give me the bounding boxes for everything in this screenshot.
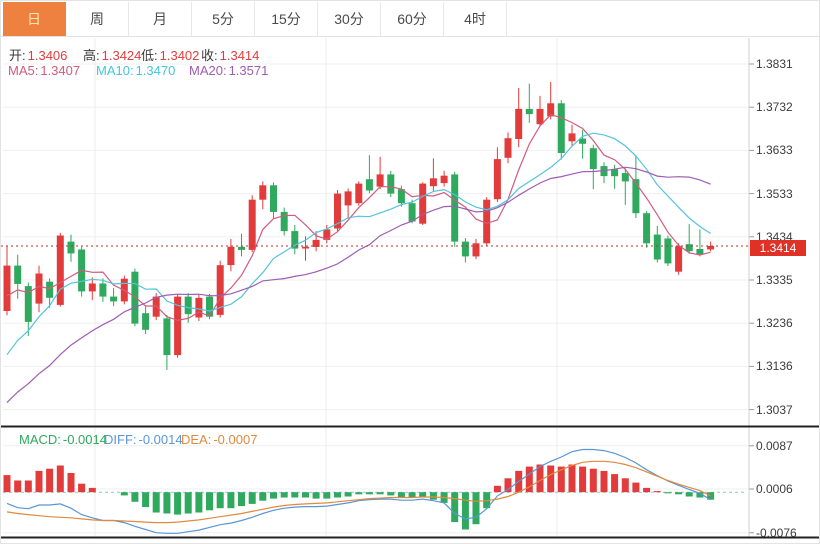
grid-layer	[3, 38, 749, 537]
legend-ohlc-open: 开: 1.3406	[9, 45, 67, 64]
price-axis-label: 1.3335	[756, 273, 793, 287]
macd-legend-macd-label: MACD:	[19, 432, 61, 447]
ma5-line	[6, 114, 711, 321]
legend-ohlc-low-value: 1.3402	[159, 48, 200, 63]
tab-日[interactable]: 日	[3, 2, 66, 36]
legend-ohlc-high-label: 高:	[83, 48, 100, 63]
legend-ma-ma20-value: 1.3571	[228, 63, 269, 78]
macd-axis-label: 0.0006	[756, 482, 793, 496]
legend-ohlc-low: 低: 1.3402	[141, 45, 199, 64]
macd-axis-label: 0.0087	[756, 438, 793, 453]
price-axis-label: 1.3633	[756, 143, 793, 158]
legend-ma-ma5: MA5: 1.3407	[8, 63, 80, 78]
macd-legend: MACD: -0.0014 DIFF: -0.0014 DEA: -0.0007	[19, 432, 419, 447]
macd-axis-label: -0.0076	[756, 525, 797, 540]
legend-ma-ma20-label: MA20:	[189, 63, 227, 78]
macd-legend-dea-label: DEA:	[181, 432, 212, 447]
ma-legend: MA5: 1.3407 MA10: 1.3470 MA20: 1.3571	[8, 63, 408, 78]
ma20-line	[6, 166, 711, 404]
macd-legend-macd: MACD: -0.0014	[19, 432, 107, 447]
tab-30分[interactable]: 30分	[318, 2, 381, 36]
legend-ma-ma10: MA10: 1.3470	[96, 63, 175, 78]
legend-ma-ma5-label: MA5:	[8, 63, 39, 78]
macd-legend-diff-value: -0.0014	[138, 432, 183, 447]
price-axis-label: 1.3236	[756, 316, 793, 331]
macd-legend-diff-label: DIFF:	[104, 432, 137, 447]
macd-legend-diff: DIFF: -0.0014	[104, 432, 183, 447]
diff-line	[6, 448, 711, 534]
legend-ohlc-high-value: 1.3424	[101, 48, 142, 63]
ma10-line	[6, 132, 711, 356]
legend-ohlc-close-value: 1.3414	[219, 48, 260, 63]
tab-周[interactable]: 周	[66, 2, 129, 36]
tab-5分[interactable]: 5分	[192, 2, 255, 36]
legend-ohlc-low-label: 低:	[141, 48, 158, 63]
macd-legend-macd-value: -0.0014	[62, 432, 107, 447]
legend-ohlc-close: 收: 1.3414	[201, 45, 259, 64]
price-axis-label: 1.3533	[756, 186, 793, 201]
dea-line	[6, 460, 711, 524]
price-axis-label: 1.3831	[756, 57, 793, 71]
macd-legend-dea: DEA: -0.0007	[181, 432, 257, 447]
tabbar-underline	[1, 36, 819, 37]
tab-60分[interactable]: 60分	[381, 2, 444, 36]
macd-legend-dea-value: -0.0007	[213, 432, 258, 447]
period-tabbar: 日周月 5分 15分 30分 60分 4时	[3, 2, 507, 36]
tab-月[interactable]: 月	[129, 2, 192, 36]
tab-15分[interactable]: 15分	[255, 2, 318, 36]
legend-ohlc-open-label: 开:	[9, 48, 26, 63]
current-price-badge: 1.3414	[750, 240, 806, 256]
legend-ma-ma5-value: 1.3407	[40, 63, 81, 78]
legend-ohlc-close-label: 收:	[201, 48, 218, 63]
legend-ma-ma10-value: 1.3470	[135, 63, 176, 78]
ohlc-legend: 开: 1.3406 高: 1.3424 低: 1.3402 收: 1.3414	[9, 45, 409, 63]
price-axis-label: 1.3037	[756, 402, 793, 417]
legend-ohlc-high: 高: 1.3424	[83, 45, 141, 64]
legend-ohlc-open-value: 1.3406	[27, 48, 68, 63]
tab-4时[interactable]: 4时	[444, 2, 507, 36]
candlestick-layer	[3, 81, 715, 370]
legend-ma-ma20: MA20: 1.3571	[189, 63, 268, 78]
macd-histogram	[3, 464, 715, 530]
legend-ma-ma10-label: MA10:	[96, 63, 134, 78]
price-axis-label: 1.3136	[756, 359, 793, 374]
price-axis-label: 1.3732	[756, 100, 793, 115]
